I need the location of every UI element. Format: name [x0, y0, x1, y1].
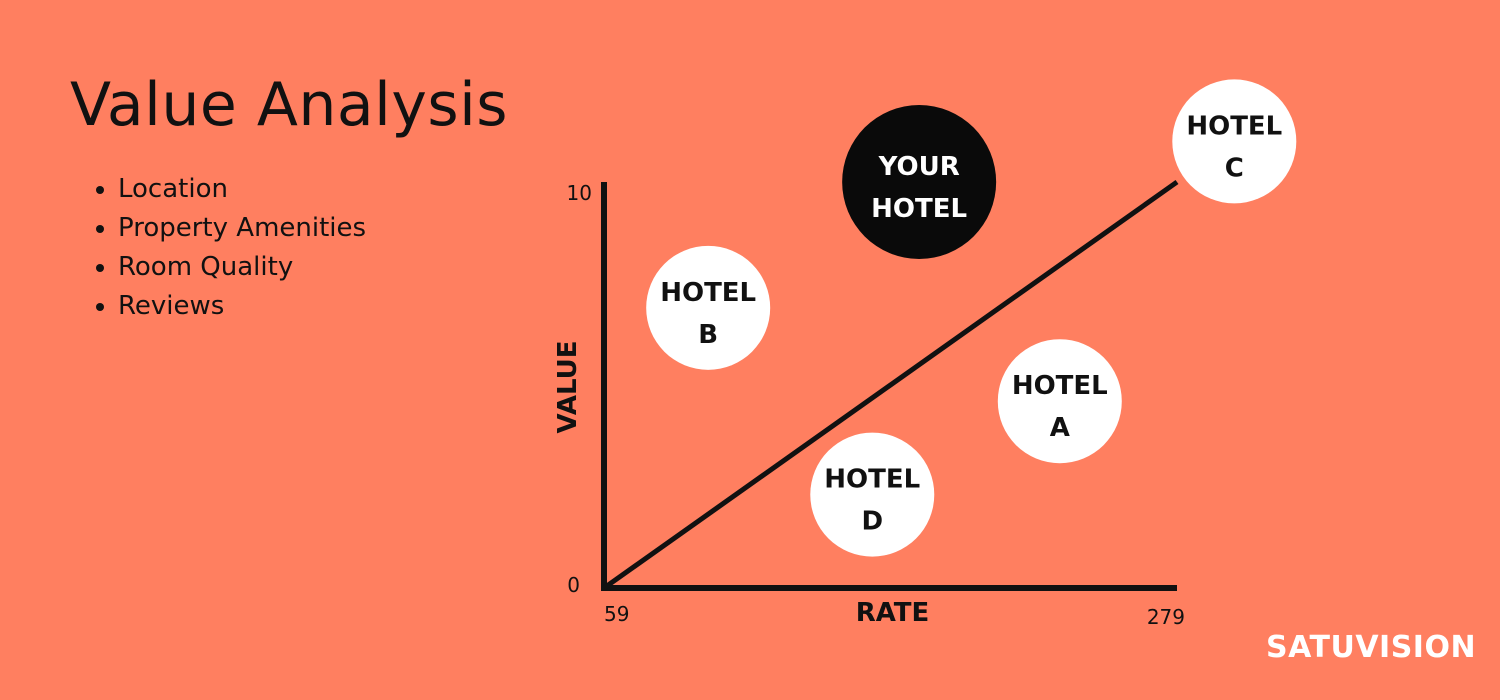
reference-line [602, 179, 1179, 591]
point-label: HOTEL [824, 465, 920, 495]
hotel-point: HOTEL B [646, 245, 771, 370]
point-label: A [1050, 413, 1070, 443]
hotel-point: HOTEL A [997, 339, 1122, 464]
factor-list: Location Property Amenities Room Quality… [92, 170, 366, 326]
y-tick-label: 10 [567, 181, 592, 205]
x-tick-label: 59 [604, 602, 629, 626]
hotel-point: HOTEL C [1172, 79, 1297, 204]
point-label: HOTEL [1012, 371, 1108, 401]
point-label: HOTEL [660, 278, 756, 308]
factor-item: Property Amenities [118, 209, 366, 248]
factor-item: Room Quality [118, 248, 366, 287]
point-marker [810, 432, 935, 557]
point-label: C [1225, 153, 1244, 183]
factor-item: Location [118, 170, 366, 209]
y-axis-label: VALUE [553, 341, 583, 434]
factor-item: Reviews [118, 287, 366, 326]
point-marker [1172, 79, 1297, 204]
x-axis-label: RATE [856, 598, 930, 628]
point-label: HOTEL [1186, 111, 1282, 141]
point-marker [646, 245, 771, 370]
point-label: HOTEL [871, 194, 967, 224]
x-tick-label: 279 [1147, 605, 1185, 629]
hotel-point: HOTEL D [810, 432, 935, 557]
point-label: B [698, 320, 718, 350]
point-marker [842, 105, 997, 259]
y-tick-label: 0 [567, 573, 580, 597]
your-hotel-point: YOUR HOTEL [842, 105, 997, 259]
page-title: Value Analysis [70, 70, 509, 140]
brand-logo: SATUVISION [1266, 630, 1477, 665]
point-label: D [861, 507, 883, 537]
point-marker [997, 339, 1122, 464]
point-label: YOUR [878, 152, 960, 182]
